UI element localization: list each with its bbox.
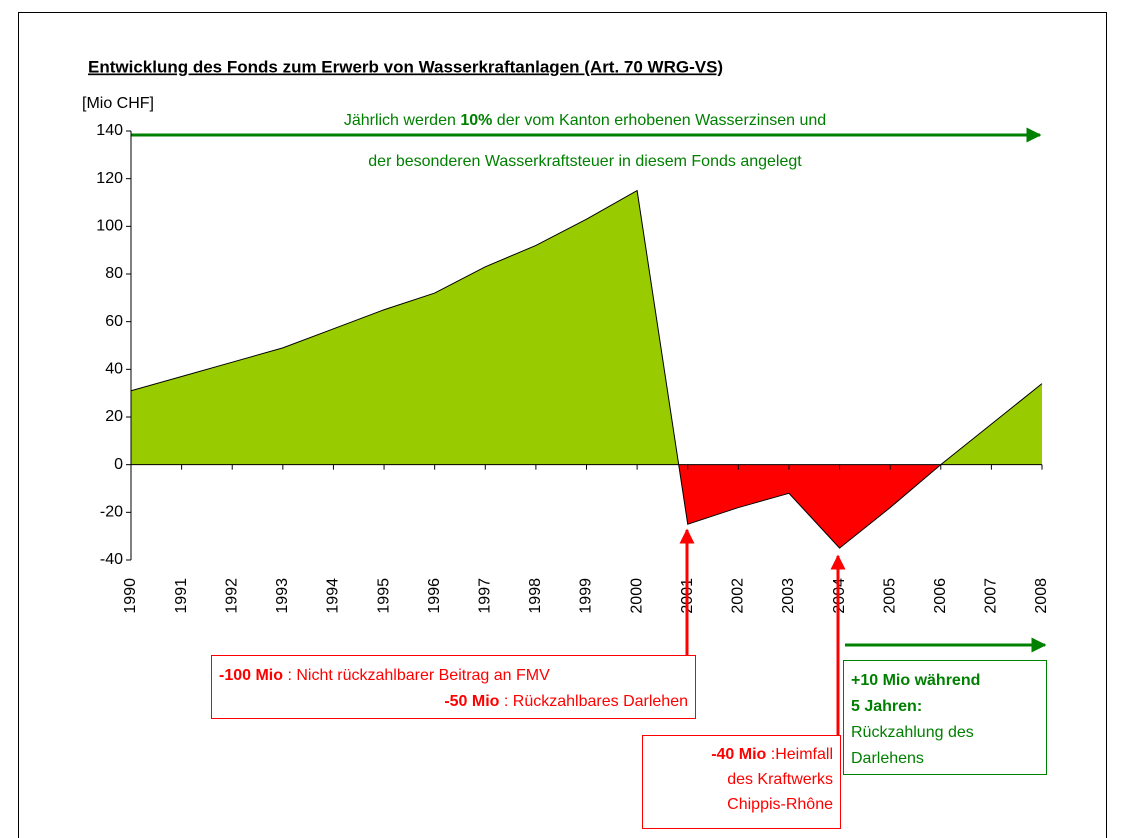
y-tick-label: 20 (105, 408, 123, 425)
annotation: des Kraftwerks (727, 771, 833, 788)
x-tick-label: 2007 (983, 578, 1000, 614)
x-tick-label: 1991 (173, 578, 190, 614)
x-tick-label: 2008 (1033, 578, 1050, 614)
y-tick-label: -40 (100, 551, 123, 568)
y-tick-label: 60 (105, 313, 123, 330)
x-tick-label: 2000 (628, 578, 645, 614)
annotation: 5 Jahren: (851, 698, 922, 715)
y-tick-label: 100 (96, 218, 123, 235)
x-tick-label: 2006 (932, 578, 949, 614)
x-tick-label: 1994 (325, 578, 342, 614)
y-tick-label: 140 (96, 122, 123, 139)
x-tick-label: 2003 (780, 578, 797, 614)
annotation: Chippis-Rhône (727, 796, 833, 813)
y-tick-label: 40 (105, 361, 123, 378)
y-tick-label: 0 (114, 456, 123, 473)
x-tick-label: 1998 (527, 578, 544, 614)
area-outline (130, 189, 1043, 549)
x-tick-label: 1990 (122, 578, 139, 614)
frame (18, 12, 1107, 838)
annotation: Darlehens (851, 750, 924, 767)
x-tick-label: 1995 (375, 578, 392, 614)
area-negative (131, 464, 1042, 549)
y-axis-label: [Mio CHF] (82, 95, 154, 112)
annotation-box (642, 735, 841, 829)
chart-title: Entwicklung des Fonds zum Erwerb von Was… (88, 57, 723, 76)
area-positive (131, 190, 1042, 465)
annotation: Rückzahlung des (851, 724, 974, 741)
x-tick-label: 1996 (426, 578, 443, 614)
y-tick-label: -20 (100, 504, 123, 521)
y-tick-label: 120 (96, 170, 123, 187)
x-tick-label: 2002 (730, 578, 747, 614)
annotation: +10 Mio während (851, 672, 980, 689)
x-tick-label: 1999 (578, 578, 595, 614)
annotation: -100 Mio : Nicht rückzahlbarer Beitrag a… (219, 667, 550, 684)
annotation-box (211, 655, 696, 719)
y-tick-label: 80 (105, 265, 123, 282)
x-tick-label: 1993 (274, 578, 291, 614)
annotation: -40 Mio :Heimfall (711, 746, 833, 763)
x-tick-label: 2005 (881, 578, 898, 614)
annotation: der besonderen Wasserkraftsteuer in dies… (368, 153, 802, 170)
annotation-box (843, 660, 1047, 775)
x-tick-label: 1992 (223, 578, 240, 614)
annotation: Jährlich werden 10% der vom Kanton erhob… (344, 112, 826, 129)
annotation: -50 Mio : Rückzahlbares Darlehen (444, 693, 688, 710)
x-tick-label: 1997 (476, 578, 493, 614)
plot: -40 -20 0 20 40 60 80 100 120 140 1990 1991 1992 1993… (96, 122, 1050, 613)
